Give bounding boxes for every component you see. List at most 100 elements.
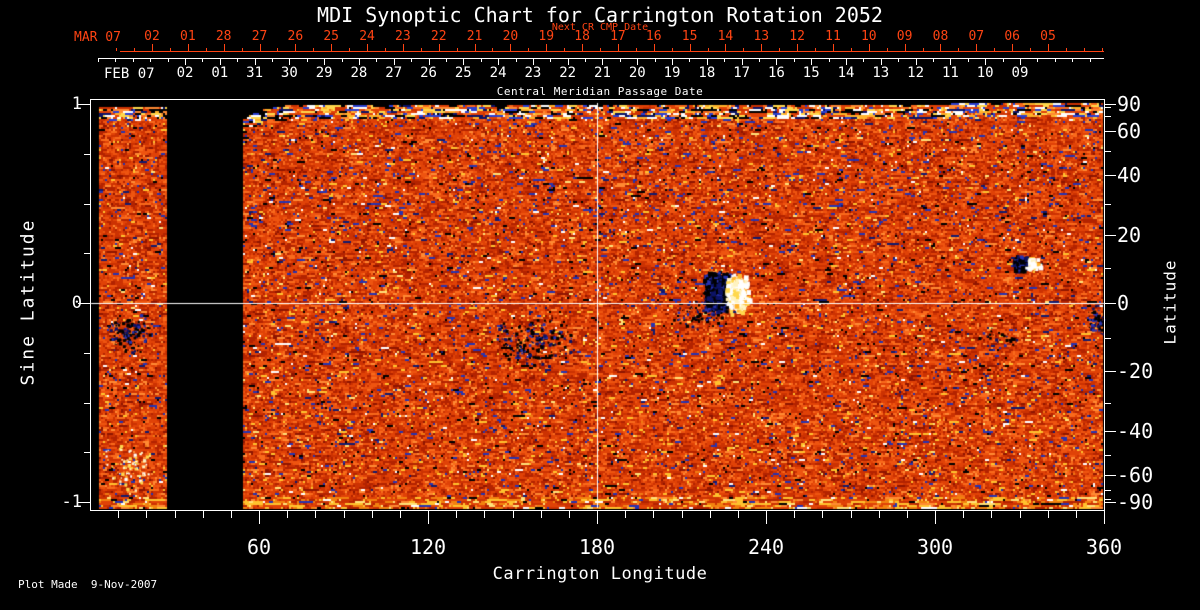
next-cr-tick	[725, 44, 727, 51]
x-axis-tick	[1104, 510, 1105, 524]
cmp-tick	[237, 58, 239, 62]
cmp-tick-label: 28	[350, 65, 368, 81]
next-cr-tick-label: 15	[681, 29, 698, 44]
right-axis-tick-label: -40	[1117, 418, 1154, 443]
next-cr-tick-label: 17	[610, 29, 626, 44]
left-axis-tick-label: 1	[71, 94, 82, 114]
x-axis-tick	[371, 510, 373, 518]
cmp-tick-label: 11	[941, 65, 959, 81]
next-cr-tick-label: 05	[1040, 29, 1056, 44]
plot-frame-left	[90, 99, 91, 511]
right-axis-minor-tick	[1105, 455, 1111, 457]
plot-made-note: Plot Made 9-Nov-2007	[18, 578, 158, 591]
next-cr-tick	[815, 47, 817, 51]
cmp-tick	[532, 58, 534, 65]
next-cr-tick	[259, 44, 261, 51]
cmp-tick	[498, 58, 500, 65]
next-cr-tick	[976, 44, 978, 51]
right-axis-tick	[1105, 303, 1116, 304]
x-axis-tick	[428, 510, 429, 524]
cmp-tick	[724, 58, 726, 62]
x-axis-tick	[991, 510, 993, 518]
cmp-tick-label: 16	[767, 65, 785, 81]
next-cr-tick-label: 01	[180, 29, 196, 44]
cmp-tick-label: 09	[1011, 65, 1029, 81]
cmp-tick-label: 25	[454, 65, 472, 81]
x-axis-tick	[287, 510, 289, 518]
cmp-tick	[932, 58, 934, 62]
next-cr-tick-label: 20	[502, 29, 519, 44]
cmp-tick	[150, 58, 152, 62]
x-axis-tick-label: 60	[246, 535, 272, 559]
next-cr-tick-label: 24	[359, 29, 375, 44]
cmp-tick	[672, 58, 674, 65]
cmp-tick	[1054, 58, 1056, 62]
next-cr-tick	[313, 47, 315, 51]
cmp-tick	[1089, 58, 1091, 62]
x-axis-tick	[456, 510, 458, 518]
next-cr-tick	[492, 47, 494, 51]
cmp-tick	[393, 58, 395, 65]
x-axis-tick	[906, 510, 908, 518]
x-axis-tick-label: 300	[916, 535, 954, 559]
right-axis-tick-label: 60	[1117, 118, 1142, 143]
cmp-tick	[793, 58, 795, 62]
next-cr-tick-label: 10	[860, 29, 877, 44]
next-cr-tick	[671, 47, 673, 51]
cmp-tick	[654, 58, 656, 62]
x-axis-tick	[146, 510, 148, 518]
next-cr-tick	[958, 47, 960, 51]
cmp-tick	[1072, 58, 1074, 62]
cmp-tick	[480, 58, 482, 62]
next-cr-tick-label: 25	[323, 29, 340, 44]
right-axis-tick	[1105, 234, 1116, 236]
next-cr-tick	[635, 47, 637, 51]
cmp-tick	[567, 58, 569, 65]
cmp-tick	[846, 58, 847, 65]
x-axis-tick	[878, 510, 880, 518]
next-cr-tick	[510, 44, 512, 51]
x-axis-tick	[1075, 510, 1077, 518]
next-cr-tick-label: 08	[932, 29, 949, 44]
cmp-tick-label: 01	[211, 65, 229, 81]
next-cr-tick-label: 22	[430, 29, 447, 44]
cmp-tick-label: 21	[594, 65, 611, 81]
cmp-tick	[689, 58, 691, 62]
next-cr-tick	[420, 47, 422, 51]
cmp-tick	[376, 58, 378, 62]
cmp-tick-label: 31	[246, 65, 263, 81]
cmp-tick	[185, 58, 186, 65]
left-axis-minor-tick	[84, 253, 90, 255]
right-axis-tick-label: 20	[1117, 222, 1142, 247]
cmp-tick	[463, 58, 465, 65]
x-axis-tick	[202, 510, 204, 518]
next-cr-tick	[761, 44, 763, 51]
x-axis-tick	[343, 510, 345, 518]
next-cr-tick-label: 23	[395, 29, 411, 44]
x-axis-tick	[625, 510, 627, 518]
left-axis-minor-tick	[84, 203, 90, 205]
cmp-tick	[637, 58, 639, 65]
cmp-tick	[828, 58, 830, 62]
x-axis-tick	[512, 510, 514, 518]
next-cr-tick	[384, 47, 386, 51]
x-axis-tick	[653, 510, 655, 518]
next-cr-tick	[743, 47, 745, 51]
cmp-tick	[254, 58, 256, 65]
next-cr-tick	[331, 44, 333, 51]
cmp-tick	[515, 58, 517, 62]
next-cr-tick	[582, 44, 584, 51]
next-cr-tick-label: 19	[538, 29, 555, 44]
cmp-axis-label: Central Meridian Passage Date	[496, 85, 704, 98]
x-axis-tick	[174, 510, 176, 518]
left-axis-tick	[78, 104, 90, 105]
next-cr-tick	[402, 44, 404, 51]
left-axis-tick-label: 0	[71, 293, 82, 313]
cmp-tick-label: 29	[315, 65, 333, 81]
left-axis-tick	[78, 303, 90, 304]
cmp-tick-label: 15	[802, 65, 820, 81]
cmp-tick	[324, 58, 326, 65]
right-axis-tick	[1105, 430, 1116, 432]
next-cr-tick-label: 12	[789, 29, 805, 44]
